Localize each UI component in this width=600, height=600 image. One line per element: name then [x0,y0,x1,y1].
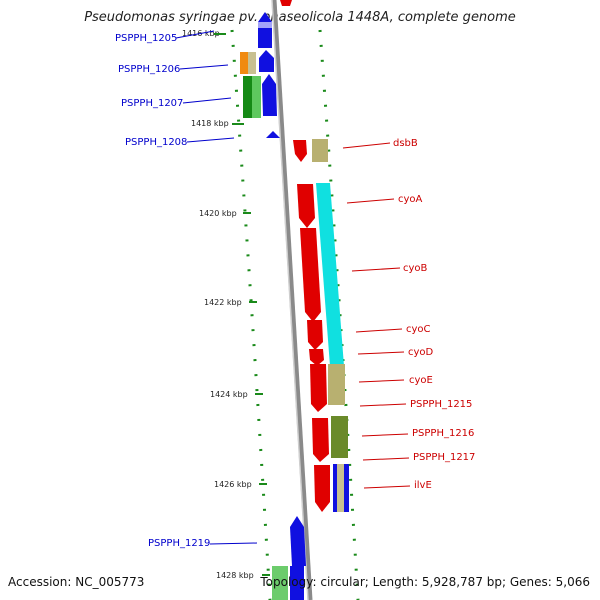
gene-block [331,416,348,458]
gene-block [248,52,256,74]
gene-label[interactable]: PSPPH_1208 [125,137,187,148]
gene-block [252,76,261,118]
gene-arrow [309,349,324,366]
kbp-label: 1428 kbp [216,571,254,580]
left-gene-labels: PSPPH_1205 PSPPH_1206 PSPPH_1207 PSPPH_1… [115,30,258,549]
kbp-label: 1424 kbp [210,390,248,399]
gene-block [328,364,345,405]
gene-block [258,22,272,28]
gene-label[interactable]: cyoC [406,324,431,335]
gene-arrow [312,418,329,462]
gene-label[interactable]: cyoE [409,375,433,386]
gene-arrow [259,50,274,72]
gene-block [312,139,328,162]
gene-label[interactable]: PSPPH_1205 [115,33,177,44]
kbp-label: 1426 kbp [214,480,252,489]
kbp-label: 1418 kbp [191,119,229,128]
gene-label[interactable]: cyoD [408,347,434,358]
kbp-label: 1422 kbp [204,298,242,307]
gene-arrow [297,184,315,228]
gene-label[interactable]: PSPPH_1215 [410,399,472,410]
gene-label[interactable]: PSPPH_1206 [118,64,180,75]
gene-block [243,76,252,118]
gene-arrow [307,320,323,350]
gene-arrow [314,465,330,512]
gene-block [316,183,344,366]
genome-backbone-highlight [271,0,309,600]
left-tick-track [230,29,272,600]
gene-arrow [258,12,272,48]
gene-arrow [293,140,307,162]
genome-backbone [271,0,313,600]
gene-arrow [262,74,277,116]
gene-block [240,52,248,74]
gene-label[interactable]: PSPPH_1216 [412,428,474,439]
right-gene-labels: dsbB cyoA cyoB cyoC cyoD cyoE PSPPH_1215… [342,138,475,491]
gene-label[interactable]: dsbB [393,138,418,149]
gene-arrow [310,364,327,412]
gene-arrow [266,131,280,138]
gene-block [272,566,288,600]
right-gene-features [293,139,349,512]
genome-summary-text: Topology: circular; Length: 5,928,787 bp… [260,575,590,589]
gene-label[interactable]: ilvE [414,480,432,491]
left-gene-features [240,12,306,600]
gene-label[interactable]: cyoB [403,263,428,274]
gene-label[interactable]: PSPPH_1217 [413,452,475,463]
gene-label[interactable]: cyoA [398,194,423,205]
gene-arrow [290,516,306,566]
gene-arrow [300,228,321,322]
gene-block [337,464,344,512]
map-title: Pseudomonas syringae pv. phaseolicola 14… [84,10,516,25]
gene-label[interactable]: PSPPH_1219 [148,538,210,549]
accession-text: Accession: NC_005773 [8,575,145,589]
kbp-label: 1420 kbp [199,209,237,218]
right-tick-track [318,29,360,600]
gene-block [290,566,304,600]
gene-label[interactable]: PSPPH_1207 [121,98,183,109]
gene-fragment [280,0,292,6]
